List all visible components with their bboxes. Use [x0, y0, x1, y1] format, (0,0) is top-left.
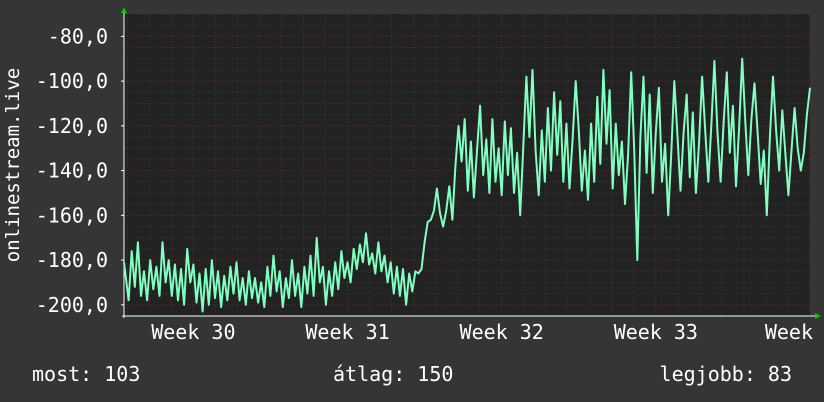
stat-average: átlag: 150 — [333, 362, 453, 386]
y-axis-arrow — [121, 7, 127, 13]
x-tick-label: Week 30 — [151, 320, 235, 344]
axes: -200,0 -180,0 -160,0 -140,0 -120,0 -100,0 -80,… — [36, 7, 821, 344]
x-axis-arrow — [815, 313, 821, 319]
stat-best-label: legjobb: — [659, 362, 756, 386]
y-tick-label: -80,0 — [48, 24, 108, 48]
stats-bar: most: 103 átlag: 150 legjobb: 83 — [0, 362, 824, 390]
stat-best-value: 83 — [767, 362, 792, 386]
stat-average-label: átlag: — [333, 362, 406, 386]
y-axis-label: onlinestream.live — [2, 68, 24, 262]
x-tick-label: Week 32 — [460, 320, 544, 344]
y-tick-label: -160,0 — [36, 203, 108, 227]
y-tick-label: -180,0 — [36, 248, 108, 272]
x-tick-label: Week 33 — [614, 320, 698, 344]
x-tick-label: Week 31 — [305, 320, 389, 344]
y-tick-label: -120,0 — [36, 114, 108, 138]
y-tick-label: -200,0 — [36, 293, 108, 317]
stat-current-value: 103 — [104, 362, 141, 386]
stat-average-value: 150 — [417, 362, 454, 386]
y-tick-label: -140,0 — [36, 159, 108, 183]
x-tick-label: Week — [765, 320, 813, 344]
stat-current: most: 103 — [32, 362, 140, 386]
y-tick-label: -100,0 — [36, 69, 108, 93]
stat-best: legjobb: 83 — [660, 362, 792, 386]
data-series-line — [123, 57, 811, 313]
stat-current-label: most: — [32, 362, 93, 386]
